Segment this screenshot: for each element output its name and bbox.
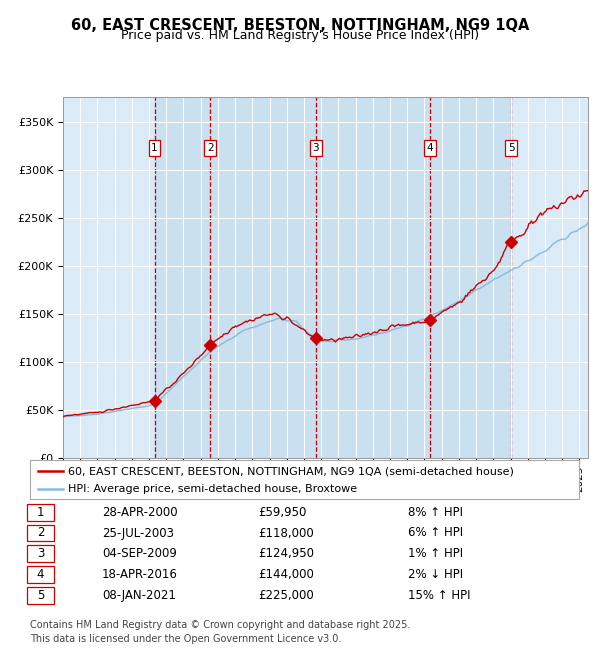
Text: 2: 2	[207, 143, 214, 153]
Text: 4: 4	[37, 568, 44, 581]
Text: 8% ↑ HPI: 8% ↑ HPI	[408, 506, 463, 519]
Text: 3: 3	[37, 547, 44, 560]
Text: HPI: Average price, semi-detached house, Broxtowe: HPI: Average price, semi-detached house,…	[68, 484, 358, 495]
Text: £144,000: £144,000	[258, 568, 314, 581]
Text: £59,950: £59,950	[258, 506, 307, 519]
Text: 5: 5	[37, 589, 44, 602]
Text: 1% ↑ HPI: 1% ↑ HPI	[408, 547, 463, 560]
Text: 25-JUL-2003: 25-JUL-2003	[102, 526, 174, 539]
Text: 28-APR-2000: 28-APR-2000	[102, 506, 178, 519]
Text: Price paid vs. HM Land Registry's House Price Index (HPI): Price paid vs. HM Land Registry's House …	[121, 29, 479, 42]
Text: 60, EAST CRESCENT, BEESTON, NOTTINGHAM, NG9 1QA (semi-detached house): 60, EAST CRESCENT, BEESTON, NOTTINGHAM, …	[68, 466, 514, 476]
Text: 2% ↓ HPI: 2% ↓ HPI	[408, 568, 463, 581]
Text: 2: 2	[37, 526, 44, 539]
Text: 18-APR-2016: 18-APR-2016	[102, 568, 178, 581]
Text: £118,000: £118,000	[258, 526, 314, 539]
Text: 3: 3	[313, 143, 319, 153]
Text: 60, EAST CRESCENT, BEESTON, NOTTINGHAM, NG9 1QA: 60, EAST CRESCENT, BEESTON, NOTTINGHAM, …	[71, 18, 529, 33]
Text: 6% ↑ HPI: 6% ↑ HPI	[408, 526, 463, 539]
Text: 15% ↑ HPI: 15% ↑ HPI	[408, 589, 470, 602]
Text: £124,950: £124,950	[258, 547, 314, 560]
Text: 04-SEP-2009: 04-SEP-2009	[102, 547, 177, 560]
Text: 1: 1	[151, 143, 158, 153]
Text: 08-JAN-2021: 08-JAN-2021	[102, 589, 176, 602]
Bar	[155, 98, 511, 458]
Text: 4: 4	[427, 143, 433, 153]
Text: Contains HM Land Registry data © Crown copyright and database right 2025.
This d: Contains HM Land Registry data © Crown c…	[30, 620, 410, 644]
Text: 1: 1	[37, 506, 44, 519]
Text: £225,000: £225,000	[258, 589, 314, 602]
Text: 5: 5	[508, 143, 514, 153]
